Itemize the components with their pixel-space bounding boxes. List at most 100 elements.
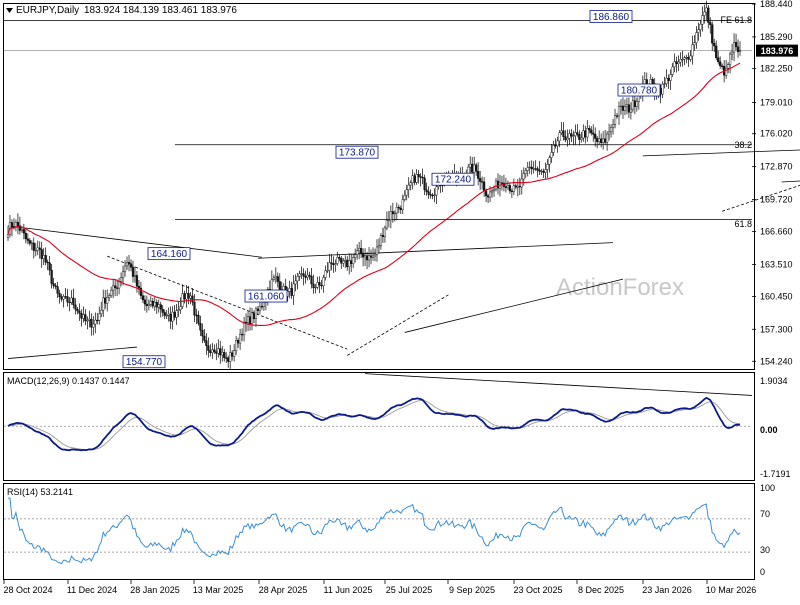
- candle-body: [562, 130, 565, 137]
- candle-body: [18, 225, 22, 231]
- candle-body: [524, 170, 527, 174]
- candle-body: [22, 229, 25, 234]
- candle-body: [256, 308, 260, 311]
- trendline: [642, 149, 800, 157]
- candle-body: [233, 350, 236, 357]
- candle-body: [375, 246, 379, 255]
- candle-body: [252, 312, 256, 320]
- candle-body: [550, 152, 553, 158]
- candle-body: [82, 314, 85, 319]
- candle-body: [308, 274, 311, 277]
- candle-body: [532, 168, 535, 170]
- candle-body: [80, 313, 83, 319]
- x-tick-label: 23 Oct 2025: [513, 585, 562, 595]
- candle-body: [10, 222, 14, 228]
- candle-body: [354, 254, 357, 258]
- candle-body: [240, 333, 244, 336]
- candle-body: [288, 288, 291, 292]
- candle-body: [713, 43, 716, 47]
- candle-body: [558, 132, 561, 142]
- candle-body: [153, 302, 156, 307]
- candle-body: [44, 255, 47, 263]
- candle-body: [635, 101, 638, 108]
- candle-body: [738, 50, 742, 53]
- candle-body: [217, 348, 220, 354]
- candle-body: [340, 258, 343, 264]
- candle-body: [477, 171, 480, 179]
- candle-body: [695, 32, 698, 43]
- candle-body: [407, 184, 410, 190]
- candle-body: [145, 303, 148, 307]
- y-tick-label: 179.010: [760, 98, 793, 108]
- candle-body: [149, 300, 152, 305]
- candle-body: [689, 55, 692, 60]
- candle-body: [195, 314, 198, 317]
- candle-body: [189, 295, 192, 299]
- candle-body: [500, 182, 504, 184]
- candle-body: [276, 276, 279, 282]
- candle-body: [381, 235, 385, 237]
- candle-body: [697, 29, 700, 33]
- candle-body: [292, 283, 295, 296]
- candle-body: [552, 145, 555, 153]
- candle-body: [262, 302, 266, 307]
- candle-body: [530, 166, 533, 170]
- dropdown-triangle-icon[interactable]: [6, 8, 13, 13]
- candle-body: [504, 186, 508, 188]
- candle-body: [728, 53, 732, 65]
- candle-body: [705, 7, 708, 13]
- candle-body: [387, 219, 390, 221]
- candle-body: [254, 308, 258, 320]
- candle-body: [721, 65, 724, 67]
- candle-body: [163, 312, 166, 316]
- rsi-tick-100: 100: [760, 483, 775, 493]
- candle-body: [117, 281, 121, 289]
- candle-body: [373, 254, 377, 257]
- candle-body: [98, 313, 101, 321]
- y-tick-label: 169.720: [760, 195, 793, 205]
- candle-body: [223, 352, 226, 358]
- candle-body: [157, 304, 160, 308]
- candle-body: [496, 180, 500, 189]
- candle-body: [6, 234, 10, 238]
- trendline: [404, 278, 624, 333]
- candle-body: [84, 314, 87, 322]
- candle-body: [227, 357, 230, 362]
- candle-body: [617, 106, 621, 117]
- candle-body: [663, 83, 666, 85]
- swing-label-box: [589, 10, 633, 23]
- candle-body: [419, 176, 422, 178]
- candle-body: [564, 136, 567, 141]
- macd-current-box: [756, 424, 800, 436]
- candle-body: [46, 261, 49, 264]
- candle-body: [425, 189, 428, 192]
- candle-body: [237, 340, 240, 344]
- candle-body: [106, 297, 109, 304]
- candle-body: [435, 186, 438, 196]
- candle-body: [606, 133, 609, 143]
- candle-body: [92, 323, 95, 328]
- candle-body: [582, 130, 585, 139]
- candle-body: [711, 24, 714, 44]
- candle-body: [248, 316, 252, 324]
- candle-body: [512, 185, 515, 192]
- candle-body: [365, 255, 369, 261]
- candle-body: [70, 297, 73, 303]
- candle-body: [348, 260, 351, 268]
- candle-body: [155, 302, 158, 308]
- candle-body: [413, 175, 416, 183]
- candle-body: [179, 306, 182, 310]
- x-tick-label: 9 Sep 2025: [449, 585, 495, 595]
- symbol-label: EURJPY,Daily: [16, 5, 79, 16]
- candle-body: [334, 263, 337, 265]
- candle-body: [322, 277, 325, 287]
- candle-body: [175, 310, 178, 318]
- candle-body: [88, 318, 91, 321]
- candle-body: [34, 250, 37, 252]
- candle-body: [191, 295, 194, 303]
- candle-body: [338, 257, 341, 259]
- candle-body: [207, 345, 210, 351]
- candle-body: [671, 66, 674, 75]
- candle-body: [114, 285, 117, 288]
- header: EURJPY,Daily 183.924 184.139 183.461 183…: [6, 5, 237, 16]
